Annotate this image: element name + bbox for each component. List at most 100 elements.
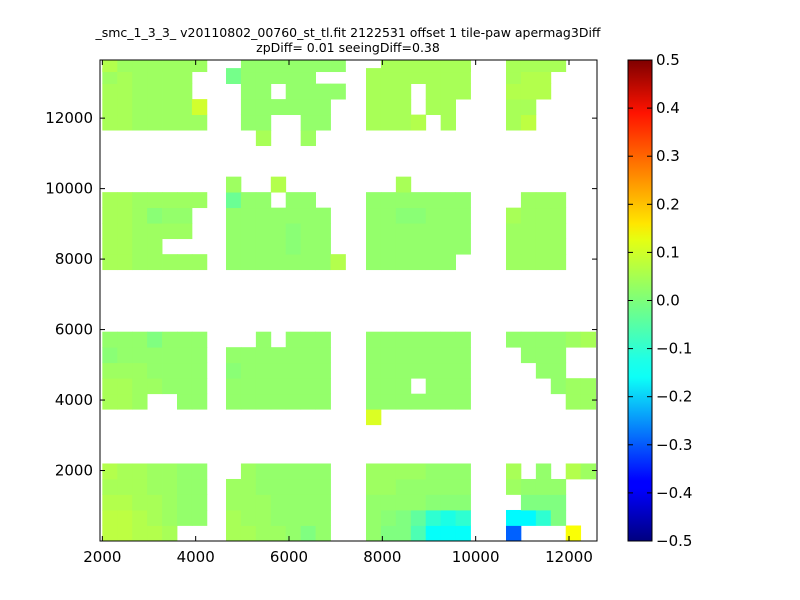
- heatmap-cell: [270, 378, 287, 395]
- heatmap-cell: [506, 99, 522, 116]
- heatmap-cell: [315, 238, 331, 255]
- heatmap-cell: [315, 525, 331, 541]
- heatmap-cell: [550, 347, 567, 364]
- heatmap-cell: [240, 192, 257, 209]
- heatmap-cell: [270, 207, 287, 224]
- heatmap-cell: [117, 238, 133, 255]
- heatmap-cell: [366, 362, 382, 379]
- heatmap-cell: [240, 223, 257, 240]
- heatmap-cell: [455, 378, 471, 395]
- heatmap-cell: [300, 331, 316, 348]
- heatmap-cell: [226, 238, 242, 255]
- heatmap-cell: [440, 362, 456, 379]
- heatmap-cell: [410, 207, 427, 224]
- heatmap-cell: [117, 331, 133, 348]
- heatmap-cell: [270, 176, 287, 193]
- heatmap-cell: [410, 331, 427, 348]
- heatmap-cell: [162, 347, 178, 364]
- heatmap-cell: [255, 463, 272, 480]
- heatmap-cell: [226, 509, 242, 526]
- heatmap-cell: [315, 347, 331, 364]
- heatmap-cell: [506, 478, 522, 495]
- heatmap-cell: [102, 494, 118, 511]
- heatmap-cell: [270, 99, 287, 116]
- heatmap-cell: [147, 494, 163, 511]
- heatmap-cell: [550, 509, 567, 526]
- heatmap-cell: [395, 494, 412, 511]
- heatmap-cell: [285, 525, 302, 541]
- heatmap-cell: [147, 347, 163, 364]
- heatmap-cell: [410, 347, 427, 364]
- heatmap-cell: [255, 130, 272, 147]
- heatmap-cell: [255, 83, 272, 100]
- heatmap-cell: [255, 60, 272, 73]
- heatmap-cell: [455, 331, 471, 348]
- heatmap-cell: [255, 378, 272, 395]
- heatmap-cell: [117, 223, 133, 240]
- heatmap-cell: [132, 478, 148, 495]
- heatmap-cell: [285, 331, 302, 348]
- heatmap-cell: [366, 238, 382, 255]
- heatmap-cell: [410, 223, 427, 240]
- heatmap-cell: [102, 68, 118, 84]
- heatmap-cell: [410, 238, 427, 255]
- heatmap-cell: [410, 68, 427, 84]
- heatmap-cell: [410, 478, 427, 495]
- colorbar-tick-label: 0.4: [656, 99, 680, 117]
- heatmap-cell: [102, 463, 118, 480]
- heatmap-cell: [425, 254, 442, 271]
- heatmap-cell: [366, 114, 382, 131]
- heatmap-cell: [177, 192, 193, 209]
- heatmap-cell: [395, 347, 412, 364]
- heatmap-cell: [270, 60, 287, 73]
- heatmap-cell: [455, 362, 471, 379]
- heatmap-cell: [117, 68, 133, 84]
- heatmap-cell: [102, 238, 118, 255]
- heatmap-cell: [520, 238, 537, 255]
- heatmap-cell: [455, 238, 471, 255]
- heatmap-cell: [565, 378, 582, 395]
- heatmap-cell: [440, 509, 456, 526]
- colorbar-tick-label: 0.2: [656, 195, 680, 213]
- heatmap-cell: [366, 525, 382, 541]
- heatmap-cell: [395, 192, 412, 209]
- heatmap-cell: [315, 331, 331, 348]
- heatmap-cell: [366, 378, 382, 395]
- heatmap-cell: [226, 525, 242, 541]
- heatmap-cell: [535, 509, 552, 526]
- heatmap-cell: [162, 223, 178, 240]
- heatmap-cell: [366, 192, 382, 209]
- colorbar-tick-label: −0.5: [656, 532, 692, 550]
- colorbar-tick-label: −0.3: [656, 436, 692, 454]
- heatmap-cell: [102, 525, 118, 541]
- heatmap-cell: [506, 60, 522, 73]
- heatmap-cell: [366, 68, 382, 84]
- heatmap-cell: [535, 83, 552, 100]
- heatmap-cell: [177, 494, 193, 511]
- heatmap-cell: [550, 331, 567, 348]
- heatmap-cell: [380, 494, 397, 511]
- heatmap-cell: [102, 99, 118, 116]
- heatmap-cell: [440, 192, 456, 209]
- heatmap-cell: [162, 68, 178, 84]
- x-tick-label: 8000: [363, 548, 401, 566]
- heatmap-cell: [395, 478, 412, 495]
- heatmap-cell: [132, 60, 148, 73]
- heatmap-cell: [162, 331, 178, 348]
- heatmap-cell: [520, 331, 537, 348]
- heatmap-cell: [255, 114, 272, 131]
- heatmap-cell: [240, 114, 257, 131]
- heatmap-cell: [425, 478, 442, 495]
- heatmap-cell: [366, 509, 382, 526]
- heatmap-cell: [255, 207, 272, 224]
- heatmap-cell: [102, 254, 118, 271]
- heatmap-cell: [535, 463, 552, 480]
- heatmap-cell: [117, 494, 133, 511]
- heatmap-cell: [425, 362, 442, 379]
- heatmap-cell: [580, 393, 596, 410]
- heatmap-cell: [191, 362, 208, 379]
- heatmap-cell: [102, 509, 118, 526]
- heatmap-cell: [300, 238, 316, 255]
- heatmap-cell: [550, 494, 567, 511]
- heatmap-cell: [177, 347, 193, 364]
